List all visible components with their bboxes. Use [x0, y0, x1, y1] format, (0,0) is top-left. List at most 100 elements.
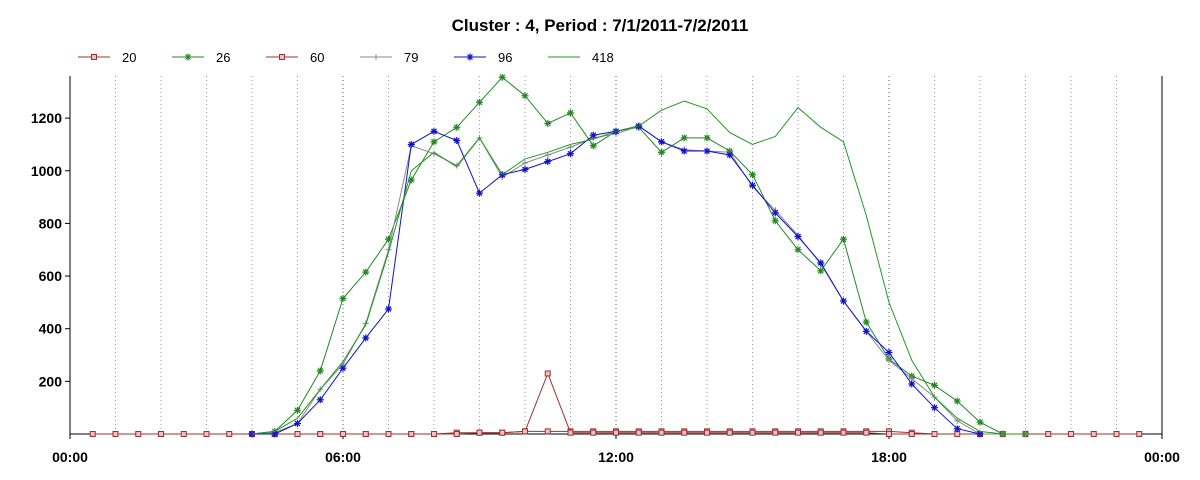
data-point	[567, 150, 574, 158]
data-point	[589, 131, 597, 139]
data-point	[704, 429, 710, 436]
data-point	[817, 259, 825, 267]
data-point	[203, 431, 210, 437]
y-tick-label: 1200	[31, 110, 62, 126]
data-point	[817, 267, 825, 275]
data-point	[373, 54, 379, 60]
data-point	[340, 431, 346, 437]
data-point	[466, 53, 474, 61]
series-line	[251, 125, 1026, 435]
data-point	[749, 171, 756, 179]
data-point	[226, 431, 233, 437]
data-point	[954, 431, 961, 437]
legend: 20 26 60 79 96 418	[78, 50, 614, 65]
tick-labels: 200 400 600 800 1000 1200 00:00 06:00 12:00 18:00…	[31, 110, 1180, 465]
data-point	[521, 165, 529, 173]
data-point	[976, 418, 984, 426]
data-point	[1090, 431, 1097, 437]
data-point	[749, 181, 756, 189]
data-point	[362, 431, 369, 437]
data-point	[794, 233, 802, 241]
data-point	[613, 429, 619, 436]
data-point	[772, 429, 779, 436]
data-point	[430, 127, 438, 135]
legend-item-60: 60	[266, 50, 324, 65]
data-point	[567, 144, 574, 151]
data-point	[431, 431, 437, 437]
y-tick-label: 800	[39, 215, 63, 231]
x-tick-label: 00:00	[1144, 449, 1180, 465]
data-point	[294, 431, 301, 437]
series-line	[252, 372, 935, 435]
legend-label: 20	[122, 50, 136, 65]
data-point	[476, 429, 483, 436]
data-point	[953, 425, 961, 433]
legend-label: 26	[216, 50, 230, 65]
data-point	[1113, 431, 1120, 437]
data-point	[886, 357, 892, 364]
data-point	[499, 429, 506, 436]
data-point	[931, 381, 938, 389]
legend-item-20: 20	[78, 50, 136, 65]
data-point	[840, 429, 847, 436]
data-point	[590, 429, 597, 436]
data-point	[931, 431, 938, 437]
data-point	[863, 429, 870, 436]
data-point	[1045, 431, 1052, 437]
y-tick-label: 200	[39, 373, 63, 389]
data-point	[862, 327, 870, 335]
data-point	[886, 431, 892, 437]
data-point	[294, 419, 301, 427]
data-point	[385, 305, 392, 313]
data-point	[589, 142, 597, 150]
y-tick-label: 1000	[31, 163, 62, 179]
data-point	[544, 370, 551, 377]
data-point	[430, 138, 438, 146]
data-point	[544, 428, 551, 435]
data-point	[385, 431, 392, 437]
y-tick-label: 600	[39, 268, 63, 284]
data-point	[658, 148, 665, 156]
data-point	[522, 428, 528, 435]
data-point	[544, 119, 552, 127]
data-point	[658, 429, 665, 436]
legend-item-26: 26	[172, 50, 230, 65]
data-point	[544, 151, 551, 158]
data-point	[135, 431, 142, 437]
data-point	[658, 138, 665, 146]
x-tick-label: 00:00	[52, 449, 88, 465]
x-tick-label: 12:00	[598, 449, 634, 465]
data-point	[703, 147, 711, 155]
data-point	[407, 140, 415, 148]
data-point	[158, 431, 164, 437]
data-point	[680, 147, 688, 155]
series-418	[251, 100, 1026, 435]
data-point	[476, 98, 483, 106]
data-point	[749, 429, 756, 436]
legend-label: 79	[404, 50, 418, 65]
data-point	[453, 431, 460, 437]
series-group	[89, 73, 1143, 438]
chart-title: Cluster : 4, Period : 7/1/2011-7/2/2011	[452, 16, 749, 35]
data-point	[726, 429, 733, 436]
data-point	[840, 235, 847, 243]
data-point	[953, 397, 961, 405]
data-point	[703, 134, 711, 142]
legend-item-79: 79	[360, 50, 418, 65]
data-point	[840, 297, 847, 305]
data-point	[453, 123, 461, 131]
data-point	[885, 348, 893, 356]
data-point	[954, 417, 961, 424]
data-point	[681, 429, 688, 436]
data-point	[89, 431, 96, 437]
data-point	[908, 431, 915, 437]
data-point	[771, 217, 779, 225]
data-point	[1136, 431, 1143, 437]
data-point	[817, 429, 824, 436]
data-point	[317, 431, 324, 437]
data-point	[453, 136, 461, 144]
series-79	[249, 123, 1029, 437]
data-point	[91, 54, 97, 60]
data-point	[522, 159, 528, 166]
data-point	[795, 429, 801, 436]
